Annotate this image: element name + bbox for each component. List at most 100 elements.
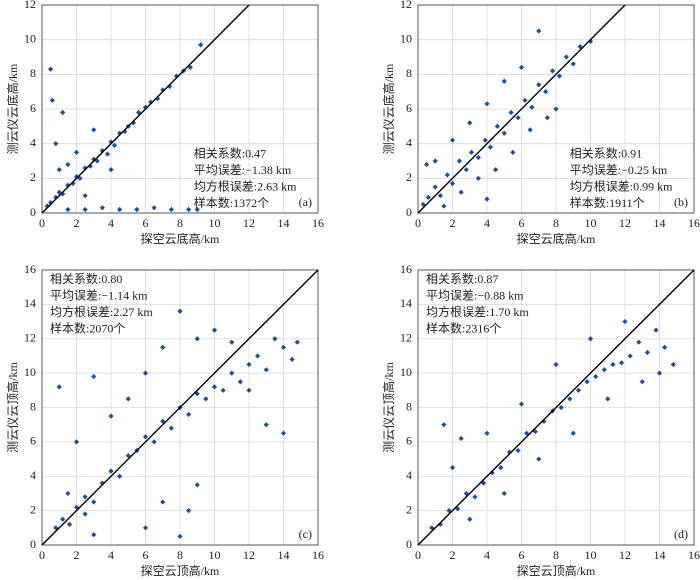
scatter-point	[117, 473, 123, 479]
x-tick-label: 8	[553, 216, 559, 230]
y-tick-label: 4	[406, 135, 412, 149]
annotation: 均方根误差:2.27 km	[50, 304, 153, 319]
scatter-point	[484, 430, 490, 436]
scatter-point	[65, 206, 71, 213]
scatter-point	[104, 151, 111, 157]
scatter-point	[627, 353, 633, 359]
panel: 0 2 4 6 8 10 12 14 16 0 2 4 6 8 10 12 14 16 探空云顶高/km 测云仪云顶高…	[5, 262, 324, 578]
scatter-point	[246, 361, 252, 368]
y-tick-label: 0	[30, 537, 36, 551]
scatter-point	[441, 422, 447, 428]
scatter-point	[177, 308, 183, 314]
annotation: 样本数:1372个	[194, 195, 269, 210]
scatter-point	[60, 516, 66, 522]
x-tick-label: 2	[450, 548, 456, 562]
annotation: 样本数:1911个	[570, 195, 645, 210]
y-tick-label: 16	[400, 262, 412, 276]
y-tick-label: 4	[30, 468, 36, 482]
scatter-point	[501, 490, 507, 497]
x-tick-label: 6	[519, 548, 525, 562]
scatter-point	[506, 449, 513, 455]
scatter-point	[458, 435, 464, 442]
y-tick-label: 0	[406, 205, 412, 219]
scatter-point	[280, 430, 287, 436]
panel-label: (c)	[299, 527, 312, 541]
x-tick-label: 12	[619, 548, 631, 562]
annotation: 平均误差:−0.25 km	[570, 163, 668, 177]
scatter-point	[53, 194, 59, 200]
panel-label: (b)	[674, 195, 688, 209]
scatter-point	[536, 456, 542, 462]
plot-frame	[417, 269, 695, 546]
scatter-point	[463, 167, 469, 173]
y-tick-label: 0	[30, 205, 36, 219]
x-tick-label: 2	[74, 548, 80, 562]
scatter-point	[91, 127, 97, 133]
x-tick-label: 16	[688, 548, 700, 562]
x-tick-label: 4	[484, 216, 490, 230]
scatter-point	[515, 115, 521, 121]
y-axis-label: 测云仪云顶高/km	[381, 362, 396, 453]
scatter-point	[117, 206, 123, 213]
scatter-point	[117, 130, 123, 136]
scatter-point	[177, 533, 183, 540]
scatter-point	[498, 465, 504, 471]
y-tick-label: 6	[30, 434, 36, 448]
scatter-point	[494, 123, 500, 129]
scatter-point	[125, 396, 131, 402]
y-tick-label: 2	[30, 502, 36, 516]
scatter-point	[475, 154, 481, 161]
scatter-point	[186, 508, 192, 514]
y-tick-label: 14	[24, 296, 36, 310]
scatter-point	[151, 439, 157, 445]
y-tick-label: 2	[406, 502, 412, 516]
x-tick-label: 6	[143, 216, 149, 230]
scatter-point	[82, 193, 88, 199]
scatter-point	[168, 425, 174, 431]
plot-frame	[417, 4, 695, 214]
x-axis-label: 探空云底高/km	[141, 231, 220, 246]
y-tick-label: 12	[24, 0, 36, 11]
scatter-point	[194, 482, 200, 488]
scatter-point	[549, 68, 556, 74]
scatter-point	[563, 54, 569, 60]
x-tick-label: 8	[177, 548, 183, 562]
annotation: 相关系数:0.87	[426, 271, 498, 286]
y-tick-label: 6	[406, 434, 412, 448]
annotation: 均方根误差:1.70 km	[426, 304, 529, 319]
scatter-point	[429, 525, 435, 531]
x-axis-label: 探空云顶高/km	[517, 563, 596, 578]
scatter-point	[246, 387, 252, 393]
scatter-point	[553, 106, 559, 112]
scatter-point	[524, 430, 530, 436]
scatter-point	[518, 401, 525, 407]
scatter-point	[203, 396, 209, 402]
scatter-point	[420, 201, 426, 207]
x-tick-label: 8	[553, 548, 559, 562]
annotation: 相关系数:0.91	[570, 145, 642, 160]
scatter-point	[644, 349, 651, 356]
scatter-point	[82, 206, 88, 213]
scatter-point	[48, 66, 54, 72]
scatter-point	[65, 182, 71, 188]
scatter-point	[446, 508, 452, 514]
y-tick-label: 8	[406, 399, 412, 413]
x-tick-label: 0	[415, 216, 421, 230]
scatter-point	[639, 379, 645, 385]
scatter-point	[543, 89, 549, 95]
scatter-point	[656, 370, 663, 376]
scatter-point	[65, 161, 71, 168]
y-tick-label: 16	[24, 262, 36, 276]
scatter-point	[501, 130, 507, 136]
scatter-point	[82, 165, 88, 171]
x-tick-label: 4	[108, 548, 114, 562]
scatter-point	[168, 206, 174, 213]
x-tick-label: 2	[74, 216, 80, 230]
x-tick-label: 10	[209, 216, 221, 230]
y-tick-label: 10	[400, 31, 412, 45]
scatter-point	[441, 203, 447, 209]
scatter-point	[587, 38, 594, 44]
scatter-point	[60, 109, 66, 116]
scatter-point	[518, 64, 525, 70]
scatter-point	[587, 336, 594, 342]
